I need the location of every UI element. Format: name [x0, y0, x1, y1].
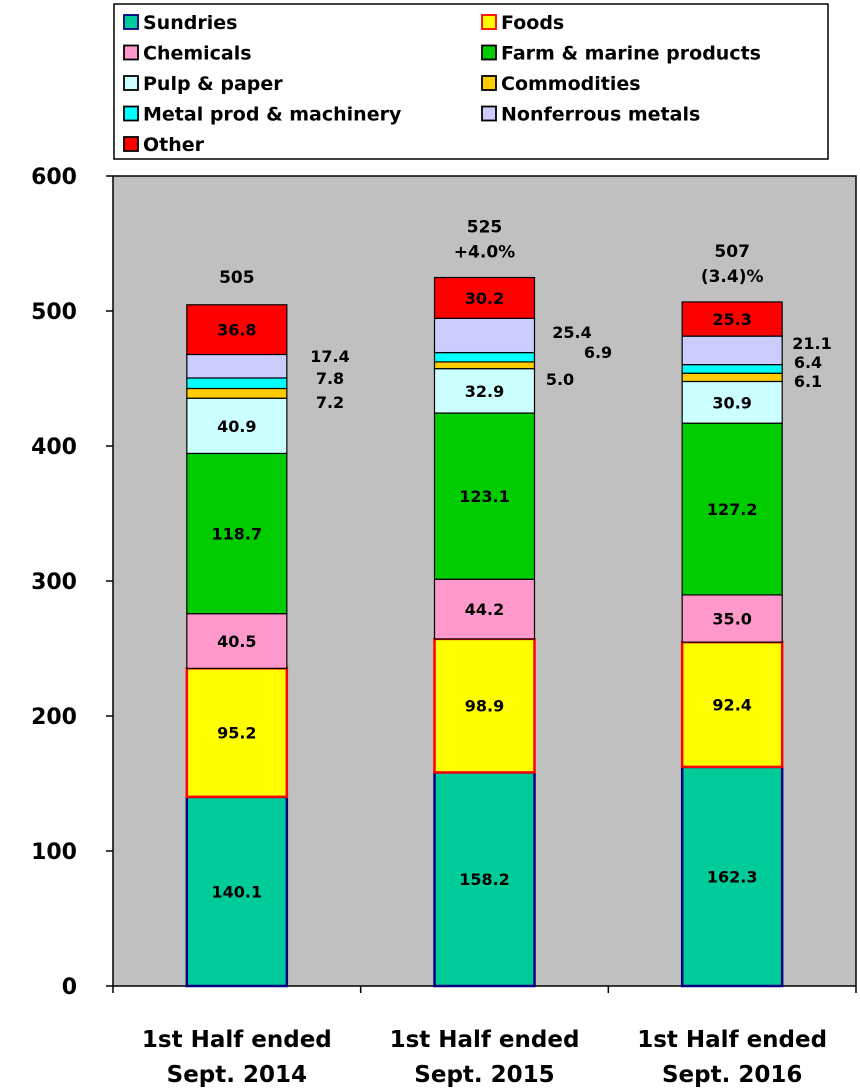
y-tick-label: 100: [31, 840, 77, 865]
data-label-chemicals-2: 44.2: [465, 600, 504, 619]
y-tick-label: 0: [62, 975, 77, 1000]
data-label-farm-and-marine-products-1: 118.7: [212, 525, 263, 544]
bar-chemicals-2: [433, 578, 536, 640]
x-category-label-2-line-2: Sept. 2015: [414, 1062, 554, 1088]
data-label-foods-3: 92.4: [712, 696, 751, 715]
data-label-metal-prod-and-machinery-2: 6.9: [584, 343, 612, 362]
total-label-1: 505: [219, 268, 255, 288]
y-tick-label: 300: [31, 570, 77, 595]
legend-label-metal-prod-and-machinery: Metal prod & machinery: [143, 104, 402, 126]
bar-metal-prod-and-machinery-1: [186, 377, 288, 390]
bar-pulp-and-paper-3: [681, 380, 783, 424]
legend-label-sundries: Sundries: [143, 12, 237, 34]
data-label-other-1: 36.8: [217, 321, 256, 340]
bar-farm-and-marine-products-1: [186, 452, 288, 615]
legend-box: [113, 3, 829, 160]
bar-commodities-1: [186, 387, 288, 399]
bar-chemicals-3: [681, 594, 783, 643]
bar-commodities-2: [433, 361, 536, 370]
data-label-farm-and-marine-products-2: 123.1: [459, 487, 510, 506]
legend-label-nonferrous-metals: Nonferrous metals: [501, 104, 700, 126]
bar-metal-prod-and-machinery-3: [681, 363, 783, 374]
x-category-label-1-line-2: Sept. 2014: [167, 1062, 307, 1088]
legend-swatch-sundries: [123, 14, 139, 30]
legend-swatch-commodities: [481, 75, 497, 91]
bar-stack-1: [185, 304, 289, 988]
legend-swatch-nonferrous-metals: [481, 105, 497, 122]
y-axis: 0 100 200 300 400 500 600: [31, 165, 113, 1000]
data-label-pulp-and-paper-3: 30.9: [712, 393, 751, 412]
x-category-label-3-line-1: 1st Half ended: [637, 1027, 827, 1053]
data-label-nonferrous-metals-2: 25.4: [552, 323, 591, 342]
bar-stack-2: [433, 276, 536, 988]
legend-swatch-farm-and-marine-products: [481, 44, 497, 61]
bar-chemicals-1: [186, 613, 288, 669]
data-label-foods-2: 98.9: [465, 697, 504, 716]
x-category-label-3-line-2: Sept. 2016: [662, 1062, 802, 1088]
x-category-label-1-line-1: 1st Half ended: [142, 1027, 332, 1053]
legend: Sundries Foods Chemicals Farm & marine prod…: [113, 3, 829, 160]
legend-swatch-metal-prod-and-machinery: [123, 105, 139, 122]
legend-label-commodities: Commodities: [501, 73, 641, 95]
change-label-3: (3.4)%: [701, 267, 764, 287]
legend-swatch-other: [123, 136, 139, 152]
bar-other-1: [186, 304, 288, 356]
data-label-pulp-and-paper-2: 32.9: [465, 382, 504, 401]
bar-stack-3: [680, 301, 784, 988]
bar-other-2: [433, 276, 536, 319]
bar-nonferrous-metals-2: [433, 317, 536, 354]
data-label-commodities-3: 6.1: [794, 372, 822, 391]
bar-farm-and-marine-products-2: [433, 412, 536, 580]
total-label-3: 507: [714, 242, 750, 262]
legend-label-farm-and-marine-products: Farm & marine products: [501, 43, 761, 65]
y-tick-label: 200: [31, 705, 77, 730]
y-tick-label: 500: [31, 300, 77, 325]
legend-swatch-pulp-and-paper: [123, 75, 139, 91]
legend-label-other: Other: [143, 134, 205, 156]
data-label-nonferrous-metals-3: 21.1: [792, 334, 831, 353]
legend-swatch-chemicals: [123, 44, 139, 61]
bar-other-3: [681, 301, 783, 337]
legend-label-pulp-and-paper: Pulp & paper: [143, 73, 283, 95]
bar-farm-and-marine-products-3: [681, 422, 783, 596]
bar-nonferrous-metals-3: [681, 335, 783, 366]
change-label-2: +4.0%: [454, 243, 515, 263]
bar-foods-2: [433, 637, 536, 774]
bar-metal-prod-and-machinery-2: [433, 351, 536, 363]
data-label-other-2: 30.2: [465, 289, 504, 308]
data-label-sundries-3: 162.3: [707, 867, 758, 886]
y-tick-label: 400: [31, 435, 77, 460]
bar-pulp-and-paper-2: [433, 368, 536, 414]
data-label-metal-prod-and-machinery-3: 6.4: [794, 353, 822, 372]
legend-swatch-foods: [481, 14, 497, 30]
bar-foods-3: [680, 640, 784, 769]
data-label-foods-1: 95.2: [217, 724, 256, 743]
legend-label-chemicals: Chemicals: [143, 43, 252, 65]
bar-nonferrous-metals-1: [186, 353, 288, 379]
legend-label-foods: Foods: [501, 12, 564, 34]
data-label-commodities-1: 7.2: [316, 393, 344, 412]
bar-commodities-3: [681, 372, 783, 383]
x-axis: 1st Half ended Sept. 2014 1st Half ended Se…: [112, 986, 857, 1088]
data-label-sundries-2: 158.2: [459, 870, 510, 889]
total-label-2: 525: [467, 218, 503, 238]
data-label-commodities-2: 5.0: [546, 370, 574, 389]
data-label-nonferrous-metals-1: 17.4: [310, 347, 349, 366]
x-category-label-2-line-1: 1st Half ended: [390, 1027, 580, 1053]
data-label-other-3: 25.3: [712, 310, 751, 329]
bar-sundries-3: [680, 765, 784, 988]
data-label-farm-and-marine-products-3: 127.2: [707, 500, 758, 519]
data-label-sundries-1: 140.1: [212, 882, 263, 901]
bar-foods-1: [185, 667, 289, 799]
data-label-metal-prod-and-machinery-1: 7.8: [316, 369, 344, 388]
plot-area: 140.1 95.2 40.5 118.7 40.9 7.2 7.8 17.4 36.8 505 1…: [112, 175, 857, 988]
bar-pulp-and-paper-1: [186, 397, 288, 455]
y-tick-label: 600: [31, 165, 77, 190]
data-label-pulp-and-paper-1: 40.9: [217, 417, 256, 436]
data-label-chemicals-3: 35.0: [712, 610, 751, 629]
data-label-chemicals-1: 40.5: [217, 632, 256, 651]
